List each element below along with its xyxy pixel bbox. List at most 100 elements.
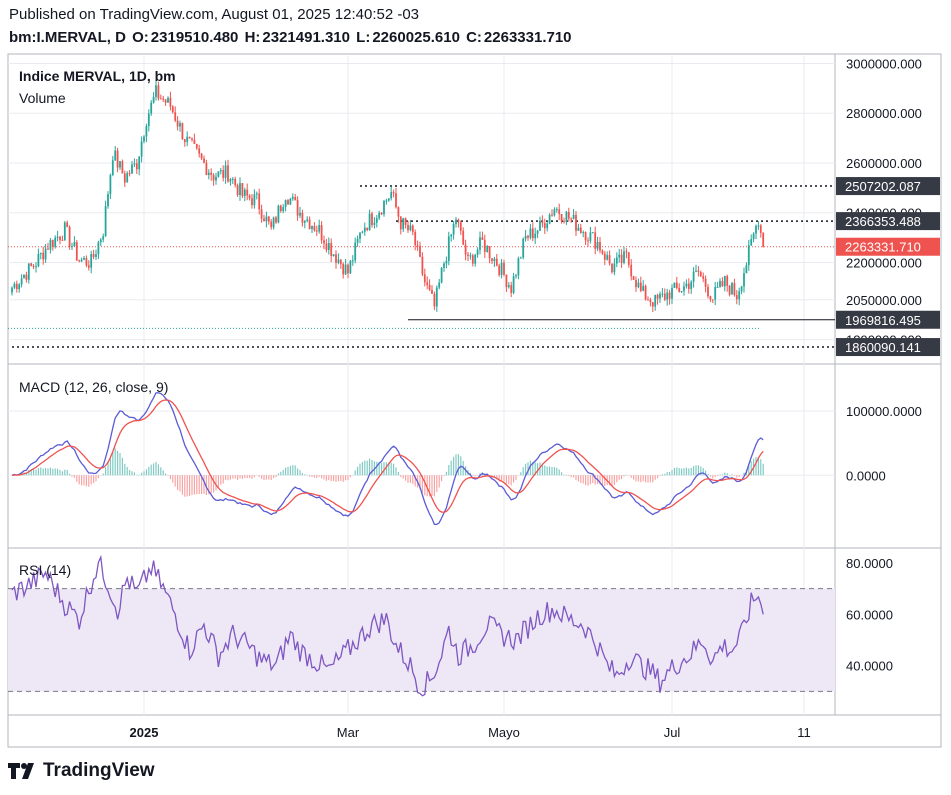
candle — [404, 217, 407, 229]
candle — [313, 222, 316, 232]
candle-body — [548, 214, 551, 224]
candle — [195, 143, 198, 150]
candle-body — [459, 222, 462, 231]
candle-body — [522, 238, 525, 258]
candle-body — [599, 241, 601, 251]
tradingview-logo[interactable]: TradingView — [8, 760, 155, 782]
candle — [121, 159, 124, 174]
candle-body — [368, 213, 371, 231]
candle-body — [339, 259, 342, 264]
candle — [395, 187, 397, 209]
candle-body — [591, 232, 594, 234]
candle — [241, 183, 244, 199]
candle — [685, 279, 688, 289]
candle-body — [685, 283, 688, 287]
candle-body — [567, 211, 570, 219]
candle-body — [270, 221, 273, 228]
level-price-label: 2366353.488 — [845, 214, 921, 229]
candle-body — [152, 96, 155, 103]
candle-body — [661, 293, 664, 295]
candle — [258, 188, 261, 215]
candle — [183, 139, 186, 147]
candle — [416, 240, 419, 251]
candle-body — [123, 173, 126, 183]
candle-body — [318, 225, 321, 232]
candle — [174, 106, 177, 123]
candle — [735, 290, 738, 305]
candle-body — [555, 209, 558, 211]
candle — [267, 215, 270, 225]
candle-body — [27, 263, 30, 280]
candle — [632, 275, 635, 280]
candle — [311, 225, 313, 233]
rsi-pane-title: RSI (14) — [19, 562, 71, 578]
candle-body — [558, 209, 561, 215]
candle — [239, 177, 241, 201]
candle-body — [279, 205, 282, 212]
price-tick-label: 2050000.000 — [846, 293, 922, 308]
candle — [222, 165, 225, 182]
candle — [579, 223, 582, 234]
candle — [714, 281, 717, 306]
candle-body — [265, 216, 268, 222]
candle-body — [104, 206, 107, 237]
macd-tick-label: 100000.0000 — [846, 404, 922, 419]
candle-body — [419, 245, 421, 257]
candle — [356, 235, 359, 247]
candle — [246, 183, 249, 201]
candle — [591, 231, 594, 234]
pane-titles: Indice MERVAL, 1D, bm Volume MACD (12, 2… — [19, 68, 176, 578]
candle-body — [759, 225, 762, 233]
candle-body — [570, 218, 573, 220]
candle-body — [428, 285, 431, 290]
candle — [344, 258, 347, 275]
candle — [745, 262, 748, 274]
candle — [459, 220, 462, 236]
candle-body — [675, 282, 678, 288]
candle-body — [200, 153, 203, 159]
candle — [447, 231, 450, 266]
candle-body — [203, 158, 205, 163]
candle-body — [507, 285, 510, 288]
candle — [486, 245, 489, 253]
candle — [119, 160, 121, 170]
candle-body — [181, 123, 184, 140]
candle — [663, 288, 666, 302]
candle — [620, 249, 623, 268]
candle-body — [738, 291, 741, 300]
candle — [342, 262, 345, 279]
candle-body — [445, 260, 448, 264]
candle-body — [486, 246, 489, 252]
candle — [23, 274, 25, 279]
candle — [397, 206, 400, 223]
time-tick-label: Jul — [664, 725, 681, 740]
candle — [56, 230, 59, 242]
candle-body — [191, 138, 193, 140]
candle — [301, 209, 304, 227]
candle-body — [15, 283, 18, 290]
candle-body — [747, 245, 750, 266]
candle — [332, 254, 335, 257]
candle — [75, 239, 78, 261]
candle — [707, 284, 709, 299]
candle — [373, 217, 376, 229]
candle-body — [409, 225, 412, 231]
candle — [678, 283, 681, 293]
candle — [323, 235, 325, 250]
rsi-layer — [11, 554, 764, 697]
candle — [635, 276, 637, 292]
candle — [97, 240, 100, 260]
candle — [582, 230, 585, 238]
candle-body — [469, 255, 472, 257]
candle-body — [195, 143, 198, 149]
candle — [450, 233, 453, 242]
candle-body — [671, 287, 673, 299]
candle — [279, 204, 282, 213]
candle — [493, 256, 496, 267]
candle-body — [503, 262, 505, 275]
candle-body — [644, 285, 647, 300]
candle-body — [155, 85, 157, 97]
candle-body — [275, 217, 277, 223]
high-label: H: — [244, 29, 261, 46]
